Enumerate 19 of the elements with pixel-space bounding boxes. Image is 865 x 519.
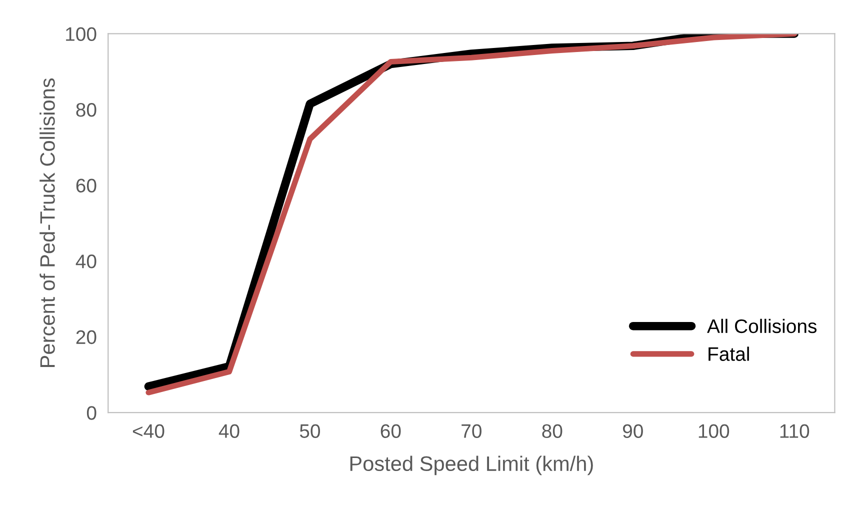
legend-label: All Collisions	[707, 318, 817, 334]
x-tick-label: 80	[542, 424, 562, 438]
x-axis-title: Posted Speed Limit (km/h)	[350, 456, 593, 476]
x-tick-label: 50	[300, 424, 320, 438]
x-tick-label: 90	[622, 424, 643, 438]
x-tick-label: 40	[218, 424, 240, 438]
x-tick-label: 70	[462, 424, 482, 438]
x-tick-label: <40	[132, 424, 164, 438]
x-tick-label: 100	[698, 424, 730, 438]
y-tick-label: 20	[76, 330, 96, 344]
y-axis-title: Percent of Ped-Truck Collisions	[40, 78, 55, 367]
x-tick-label: 110	[780, 424, 810, 438]
legend-label: Fatal	[708, 346, 749, 361]
y-tick-label: 100	[66, 27, 96, 41]
y-tick-label: 60	[76, 178, 96, 193]
y-tick-label: 40	[76, 254, 96, 268]
y-tick-label: 0	[86, 406, 96, 420]
x-tick-label: 60	[380, 424, 401, 438]
y-tick-label: 80	[76, 102, 96, 117]
